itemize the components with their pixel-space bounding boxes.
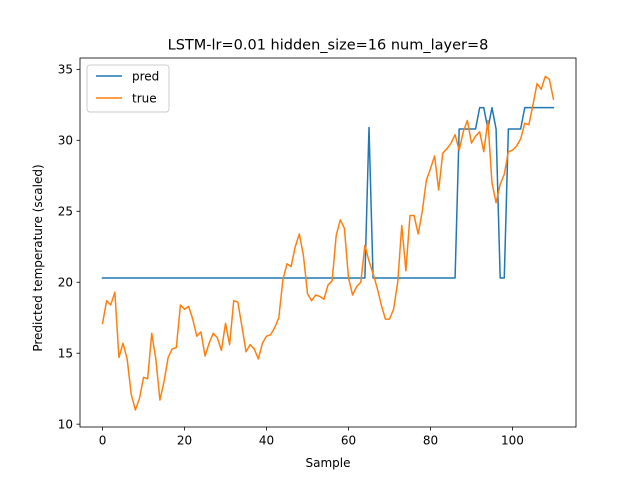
series-line-true xyxy=(101,75,555,411)
chart-title: LSTM-lr=0.01 hidden_size=16 num_layer=8 xyxy=(168,38,489,54)
x-tick-label: 0 xyxy=(99,434,107,448)
axes-frame xyxy=(79,57,577,428)
y-tick-label: 10 xyxy=(58,417,73,431)
axes: 0 20 40 60 80 100 10 15 20 25 30 35 xyxy=(58,57,577,448)
y-tick-label: 25 xyxy=(58,205,73,219)
x-tick-label: 40 xyxy=(259,434,274,448)
x-tick-label: 20 xyxy=(177,434,192,448)
legend: pred true xyxy=(86,64,170,113)
x-tick-label: 80 xyxy=(423,434,438,448)
plot-area xyxy=(101,75,555,411)
x-axis-label: Sample xyxy=(306,456,351,470)
legend-label-true: true xyxy=(132,92,157,106)
x-tick-label: 100 xyxy=(501,434,524,448)
x-tick-label: 60 xyxy=(341,434,356,448)
y-tick-label: 20 xyxy=(58,276,73,290)
legend-label-pred: pred xyxy=(132,70,159,84)
y-tick-label: 15 xyxy=(58,347,73,361)
y-tick-label: 30 xyxy=(58,134,73,148)
y-axis-label: Predicted temperature (scaled) xyxy=(31,164,45,351)
y-tick-label: 35 xyxy=(58,63,73,77)
